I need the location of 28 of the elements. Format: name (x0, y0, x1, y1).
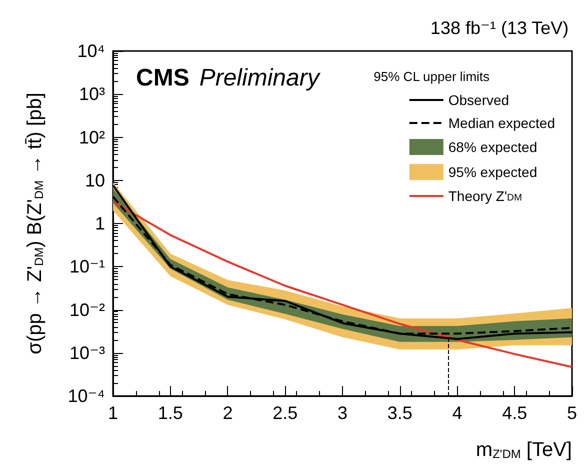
legend-label: Observed (448, 92, 510, 108)
y-tick-label: 1 (94, 214, 105, 234)
chart-title: 138 fb⁻¹ (13 TeV) (430, 18, 569, 38)
x-tick-label: 3 (337, 403, 348, 423)
x-tick-label: 2.5 (272, 403, 298, 423)
annotation: CMS Preliminary (136, 64, 322, 92)
y-tick-label: 10² (78, 127, 106, 148)
y-tick-label: 10 (84, 170, 105, 190)
y-tick-label: 10⁴ (77, 41, 105, 61)
x-tick-label: 2 (222, 403, 233, 423)
y-tick-label: 10⁻¹ (69, 256, 105, 277)
y-tick-label: 10³ (78, 84, 106, 104)
x-tick-label: 5 (566, 403, 577, 423)
x-axis-title: mZ'DM [TeV] (476, 439, 572, 461)
x-tick-label: 4.5 (502, 403, 528, 423)
x-tick-label: 4 (452, 403, 462, 423)
y-axis-title: σ(pp → Z'DM) B(Z'DM → tt̄) [pb] (24, 92, 46, 354)
legend-label: 68% expected (448, 139, 538, 155)
x-tick-label: 3.5 (387, 403, 412, 423)
x-tick-label: 1 (108, 403, 118, 423)
y-tick-label: 10⁻⁴ (68, 386, 105, 406)
legend-title: 95% CL upper limits (374, 69, 490, 84)
y-tick-label: 10⁻³ (69, 342, 105, 363)
legend-label: Theory Z'DM (448, 188, 522, 204)
legend-label: Median expected (448, 115, 556, 131)
x-tick-label: 1.5 (158, 403, 183, 423)
y-tick-label: 10⁻² (69, 300, 105, 320)
legend-label: 95% expected (448, 164, 538, 180)
